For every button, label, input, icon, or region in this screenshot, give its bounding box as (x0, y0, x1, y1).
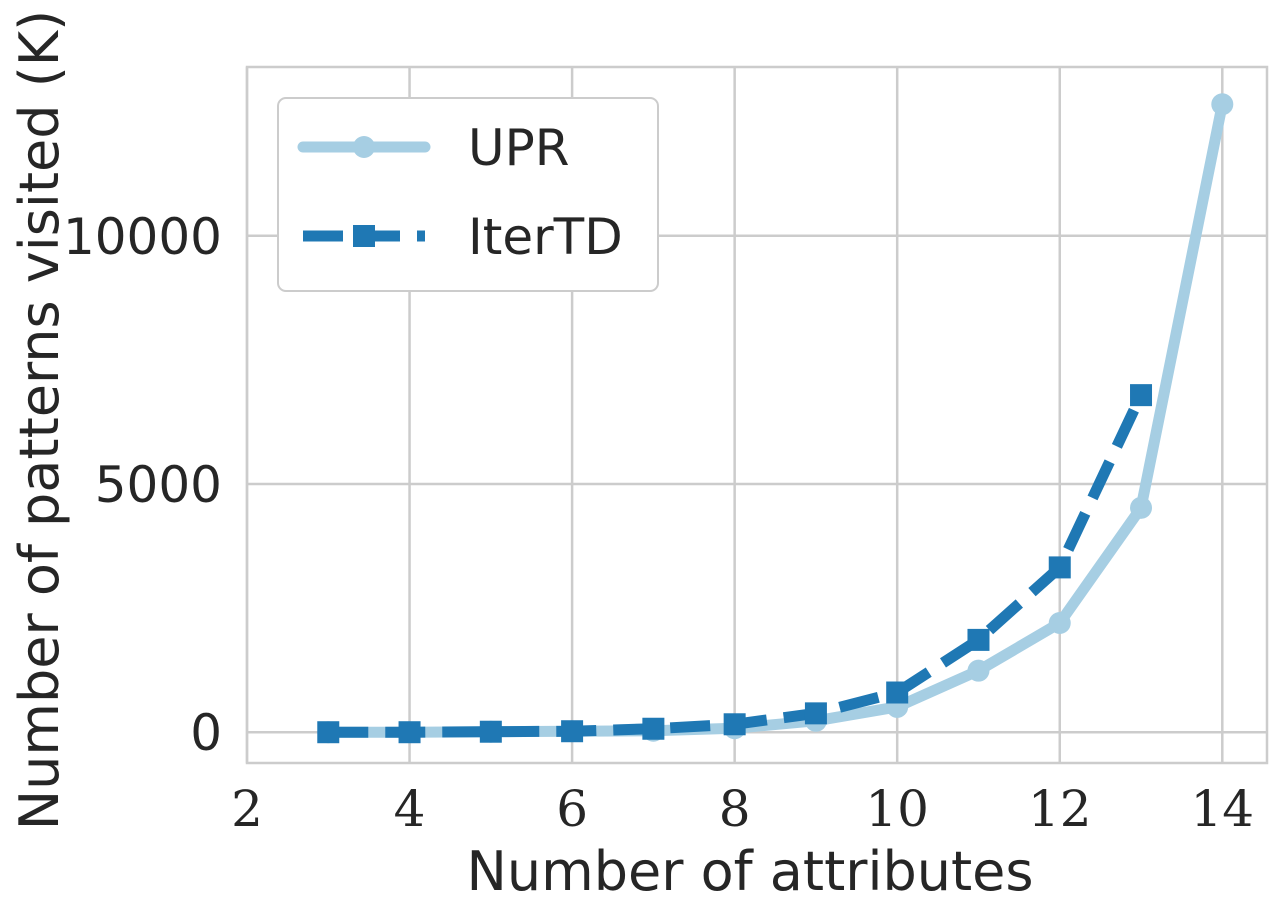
data-point (967, 659, 990, 682)
y-tick-label: 5000 (95, 456, 222, 514)
data-point (723, 713, 746, 736)
legend: UPR IterTD (277, 97, 659, 292)
series-itertd (317, 384, 1153, 744)
plot-area-frame (245, 65, 1269, 765)
y-tick-label: 0 (190, 704, 222, 762)
x-tick-label: 6 (556, 780, 588, 838)
data-point (479, 720, 502, 743)
legend-label: IterTD (468, 208, 623, 266)
y-axis-label: Number of patterns visited (K) (8, 10, 71, 831)
y-tick-label: 10000 (63, 208, 222, 266)
data-point (1130, 384, 1153, 407)
x-tick-label: 4 (394, 780, 426, 838)
data-point (642, 717, 665, 740)
data-point (1130, 496, 1153, 519)
x-axis-label: Number of attributes (467, 840, 1034, 903)
x-tick-label: 2 (231, 780, 263, 838)
x-tick-label: 14 (1190, 780, 1254, 838)
x-tick-label: 8 (719, 780, 751, 838)
data-point (398, 721, 421, 744)
data-point (1211, 93, 1234, 116)
tick-labels: 2 4 6 8 10 12 14 0 5000 10000 (63, 208, 1254, 838)
data-point (804, 702, 827, 725)
data-point (317, 721, 340, 744)
legend-marker (353, 225, 375, 247)
data-point (1048, 612, 1071, 635)
data-point (967, 628, 990, 651)
series-layer (317, 93, 1234, 744)
x-tick-label: 12 (1028, 780, 1092, 838)
data-point (886, 681, 909, 704)
data-point (561, 720, 584, 743)
data-point (1048, 556, 1071, 579)
legend-entry-itertd: IterTD (303, 208, 623, 266)
legend-entry-upr: UPR (297, 119, 570, 177)
legend-marker (353, 136, 375, 158)
legend-label: UPR (468, 119, 570, 177)
x-tick-label: 10 (865, 780, 929, 838)
